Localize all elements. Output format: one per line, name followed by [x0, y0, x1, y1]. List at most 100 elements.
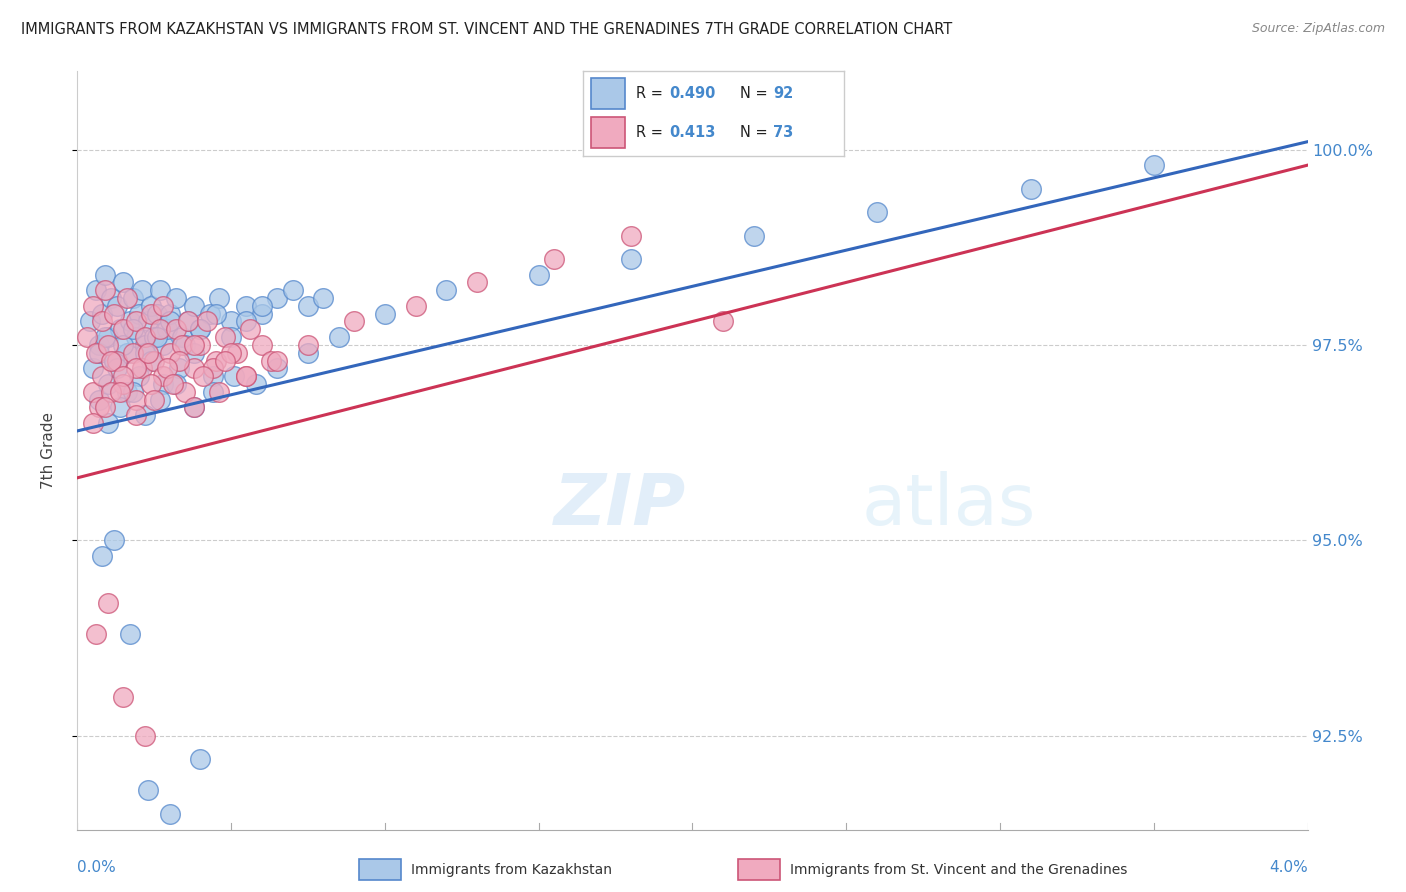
Point — [266, 361, 288, 376]
Point — [90, 307, 114, 321]
Point — [82, 361, 104, 376]
Point — [100, 291, 122, 305]
Y-axis label: 7th Grade: 7th Grade — [42, 412, 56, 489]
Point — [134, 729, 156, 743]
Point — [165, 291, 187, 305]
Point — [131, 361, 153, 376]
Point — [159, 314, 181, 328]
Point — [235, 369, 257, 384]
Point — [90, 369, 114, 384]
Point — [866, 205, 889, 219]
Text: R =: R = — [636, 125, 666, 140]
Point — [183, 299, 205, 313]
Point — [112, 690, 135, 704]
Point — [214, 330, 236, 344]
Point — [134, 409, 156, 423]
Point — [90, 549, 114, 563]
Point — [143, 392, 166, 407]
Point — [183, 361, 205, 376]
Point — [235, 314, 257, 328]
Point — [103, 353, 125, 368]
Point — [125, 409, 148, 423]
Point — [208, 384, 231, 399]
Point — [100, 353, 122, 368]
Text: 0.490: 0.490 — [669, 86, 716, 101]
Point — [183, 401, 205, 415]
Point — [87, 392, 110, 407]
Point — [112, 276, 135, 290]
Point — [125, 314, 148, 328]
Point — [136, 314, 159, 328]
Point — [183, 338, 205, 352]
Point — [103, 353, 125, 368]
Point — [115, 384, 138, 399]
Point — [214, 353, 236, 368]
Text: 92: 92 — [773, 86, 793, 101]
Point — [115, 345, 138, 359]
Point — [260, 353, 283, 368]
Point — [219, 345, 242, 359]
Point — [105, 299, 128, 313]
Point — [374, 307, 396, 321]
Text: Source: ZipAtlas.com: Source: ZipAtlas.com — [1251, 22, 1385, 36]
Point — [141, 353, 163, 368]
Point — [146, 307, 169, 321]
Point — [170, 330, 193, 344]
Point — [281, 283, 304, 297]
Point — [128, 307, 150, 321]
Point — [121, 322, 143, 336]
Point — [94, 330, 117, 344]
Point — [188, 322, 212, 336]
Point — [125, 361, 148, 376]
Point — [297, 345, 319, 359]
Point — [266, 291, 288, 305]
Point — [224, 369, 246, 384]
Point — [105, 353, 128, 368]
Point — [219, 330, 242, 344]
Point — [162, 377, 184, 392]
Point — [134, 338, 156, 352]
Point — [201, 369, 224, 384]
Point — [152, 369, 174, 384]
Point — [167, 353, 190, 368]
Point — [165, 322, 187, 336]
Point — [143, 330, 166, 344]
Point — [149, 392, 172, 407]
Point — [100, 384, 122, 399]
Point — [170, 338, 193, 352]
Text: Immigrants from Kazakhstan: Immigrants from Kazakhstan — [411, 863, 612, 877]
Text: 4.0%: 4.0% — [1268, 860, 1308, 875]
Text: N =: N = — [740, 125, 772, 140]
Text: 73: 73 — [773, 125, 793, 140]
Point — [143, 353, 166, 368]
Point — [115, 291, 138, 305]
Point — [201, 384, 224, 399]
Point — [121, 384, 143, 399]
Point — [125, 330, 148, 344]
Point — [134, 345, 156, 359]
Point — [112, 338, 135, 352]
Point — [159, 345, 181, 359]
Point — [177, 314, 200, 328]
Point — [201, 361, 224, 376]
Point — [527, 268, 550, 282]
Text: atlas: atlas — [862, 471, 1036, 541]
Point — [620, 252, 643, 266]
Point — [103, 307, 125, 321]
Point — [87, 401, 110, 415]
Point — [87, 345, 110, 359]
Point — [198, 307, 221, 321]
Point — [436, 283, 458, 297]
Text: N =: N = — [740, 86, 772, 101]
Point — [152, 377, 174, 392]
Point — [82, 384, 104, 399]
Point — [136, 783, 159, 797]
Point — [118, 627, 141, 641]
Point — [188, 752, 212, 766]
Point — [125, 392, 148, 407]
Point — [149, 322, 172, 336]
Point — [112, 369, 135, 384]
Point — [97, 596, 120, 610]
Point — [312, 291, 335, 305]
Point — [141, 377, 163, 392]
